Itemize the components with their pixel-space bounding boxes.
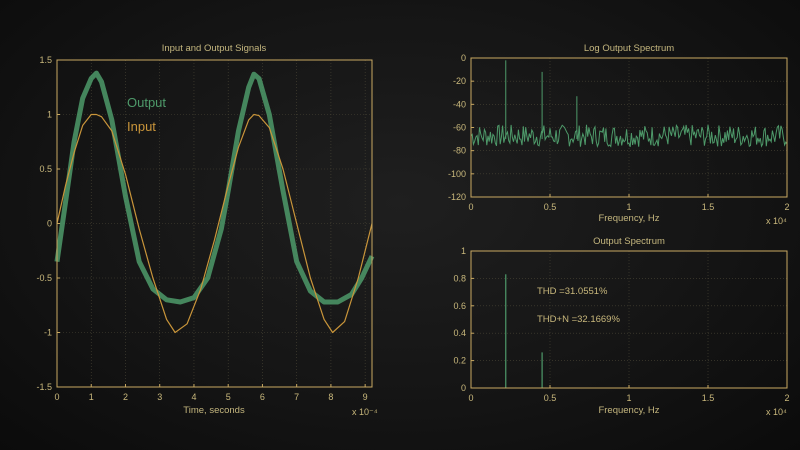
y-tick-label: 0	[461, 383, 466, 393]
y-tick-label: 1	[461, 246, 466, 256]
y-tick-label: 1.5	[39, 55, 52, 65]
thd-n-annotation: THD+N =32.1669%	[537, 314, 620, 325]
x-tick-label: 2	[123, 392, 128, 402]
x-tick-label: 3	[157, 392, 162, 402]
signals-x-multiplier: x 10⁻⁴	[352, 407, 378, 417]
log-spectrum-title: Log Output Spectrum	[584, 43, 674, 54]
x-tick-label: 0.5	[544, 202, 557, 212]
signals-title: Input and Output Signals	[162, 43, 267, 54]
x-tick-label: 0	[54, 392, 59, 402]
x-tick-label: 1.5	[702, 202, 715, 212]
log-spectrum-grid	[470, 57, 788, 198]
output-spectrum-axes-frame	[470, 250, 788, 389]
x-tick-label: 7	[294, 392, 299, 402]
x-tick-label: 0	[468, 202, 473, 212]
x-tick-label: 1.5	[702, 393, 715, 403]
y-tick-label: -40	[453, 99, 466, 109]
x-tick-label: 0	[468, 393, 473, 403]
output-spectrum-y-ticks: 1 0.8 0.6 0.4 0.2 0	[453, 246, 474, 393]
signals-grid	[56, 59, 372, 388]
signals-lines	[54, 70, 375, 334]
x-tick-label: 0.5	[544, 393, 557, 403]
x-tick-label: 2	[784, 393, 789, 403]
x-tick-label: 5	[226, 392, 231, 402]
input-series-line	[56, 113, 373, 334]
thd-annotation: THD =31.0551%	[537, 286, 608, 297]
y-tick-label: -1.5	[36, 382, 52, 392]
output-spectrum-title: Output Spectrum	[593, 236, 665, 247]
log-spectrum-y-ticks: 0 -20 -40 -60 -80 -100 -120	[448, 53, 474, 202]
output-spectrum-chart: Output Spectrum 0 0.5 1 1.5 2 1 0.8 0.6 0.4 0.2 0…	[453, 236, 789, 417]
log-spectrum-xlabel: Frequency, Hz	[598, 213, 659, 224]
y-tick-label: 0.2	[453, 356, 466, 366]
x-tick-label: 1	[626, 393, 631, 403]
output-spectrum-xlabel: Frequency, Hz	[598, 405, 659, 416]
output-spectrum-x-multiplier: x 10⁴	[766, 407, 787, 417]
y-tick-label: -60	[453, 123, 466, 133]
y-tick-label: -1	[44, 328, 52, 338]
output-spectrum-x-ticks: 0 0.5 1 1.5 2	[468, 385, 790, 403]
x-tick-label: 8	[328, 392, 333, 402]
x-tick-label: 1	[626, 202, 631, 212]
y-tick-label: -120	[448, 192, 466, 202]
y-tick-label: -20	[453, 76, 466, 86]
x-tick-label: 2	[784, 202, 789, 212]
noise-floor-line	[470, 123, 788, 148]
y-tick-label: -80	[453, 146, 466, 156]
output-series-line	[54, 70, 375, 305]
y-tick-label: 0.6	[453, 301, 466, 311]
y-tick-label: -0.5	[36, 273, 52, 283]
signals-x-ticks: 0 1 2 3 4 5 6 7 8 9	[54, 384, 368, 402]
y-tick-label: 0.4	[453, 328, 466, 338]
y-tick-label: 0.8	[453, 273, 466, 283]
x-tick-label: 9	[363, 392, 368, 402]
legend-input: Input	[127, 119, 156, 134]
signals-xlabel: Time, seconds	[183, 405, 245, 416]
y-tick-label: 1	[47, 110, 52, 120]
log-spectrum-x-multiplier: x 10⁴	[766, 216, 787, 226]
output-spectrum-bars	[505, 274, 543, 388]
y-tick-label: 0	[47, 219, 52, 229]
output-spectrum-grid	[470, 250, 788, 389]
x-tick-label: 6	[260, 392, 265, 402]
x-tick-label: 1	[89, 392, 94, 402]
log-spectrum-lines	[470, 60, 788, 148]
y-tick-label: 0.5	[39, 164, 52, 174]
signals-y-ticks: 1.5 1 0.5 0 -0.5 -1 -1.5	[36, 55, 60, 392]
y-tick-label: 0	[461, 53, 466, 63]
y-tick-label: -100	[448, 169, 466, 179]
log-spectrum-chart: Log Output Spectrum 0 0.5 1 1.5 2 0 -20 -40 -60…	[448, 43, 790, 226]
x-tick-label: 4	[191, 392, 196, 402]
legend-output: Output	[127, 95, 166, 110]
